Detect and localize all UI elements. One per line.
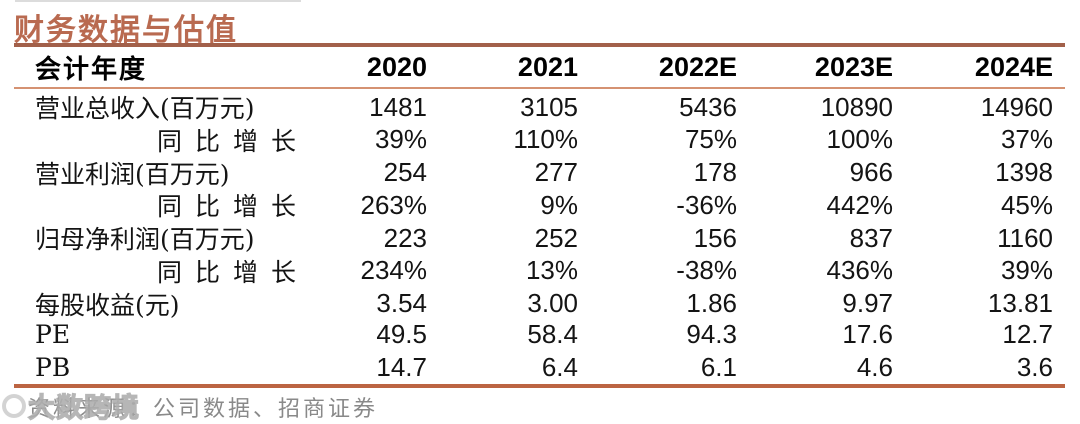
table-row: 同比增长 39% 110% 75% 100% 37% xyxy=(14,122,1065,156)
row-label: PB xyxy=(35,353,71,383)
cropped-edge-line xyxy=(15,0,301,2)
table-row: PB 14.7 6.4 6.1 4.6 3.6 xyxy=(14,351,1065,384)
table-header-row: 会计年度 2020 2021 2022E 2023E 2024E xyxy=(14,47,1065,89)
watermark-text: 大数跨境 xyxy=(27,392,140,424)
cell: 9.97 xyxy=(842,288,893,319)
financial-table: 会计年度 2020 2021 2022E 2023E 2024E 营业总收入(百… xyxy=(14,43,1065,389)
row-label: 每股收益(元) xyxy=(35,290,180,320)
table-row: PE 49.5 58.4 94.3 17.6 12.7 xyxy=(14,319,1065,352)
cell: 9% xyxy=(540,189,578,220)
cell: 110% xyxy=(513,124,578,155)
cell: 39% xyxy=(1000,255,1053,286)
row-label: 营业利润(百万元) xyxy=(35,159,230,189)
cell: 1398 xyxy=(995,157,1053,188)
cell: 12.7 xyxy=(1002,319,1053,350)
row-label: 营业总收入(百万元) xyxy=(35,94,255,123)
cell: 837 xyxy=(849,222,893,253)
cell: 5436 xyxy=(679,91,737,122)
cell: 6.1 xyxy=(700,352,737,383)
cell: -36% xyxy=(676,189,737,220)
cell: 6.4 xyxy=(541,352,578,383)
watermark: 大数跨境 xyxy=(2,386,140,424)
cell: 49.5 xyxy=(376,319,427,350)
cell: 13% xyxy=(525,255,578,286)
cell: 45% xyxy=(1000,189,1053,220)
table-row: 归母净利润(百万元) 223 252 156 837 1160 xyxy=(14,220,1065,255)
row-label: PE xyxy=(35,320,71,350)
cell: 58.4 xyxy=(527,319,578,350)
cell: 223 xyxy=(383,222,427,253)
header-year: 2022E xyxy=(658,51,737,82)
cell: 252 xyxy=(534,222,578,253)
table-row: 营业利润(百万元) 254 277 178 966 1398 xyxy=(14,155,1065,189)
table-row: 营业总收入(百万元) 1481 3105 5436 10890 14960 xyxy=(14,89,1065,124)
cell: 4.6 xyxy=(856,352,893,383)
page-title: 财务数据与估值 xyxy=(14,13,238,48)
table-row: 每股收益(元) 3.54 3.00 1.86 9.97 13.81 xyxy=(14,286,1065,320)
table-row: 同比增长 263% 9% -36% 442% 45% xyxy=(14,187,1065,222)
cell: 1481 xyxy=(369,91,427,122)
header-year: 2023E xyxy=(814,51,893,82)
cell: 100% xyxy=(826,124,894,155)
table-row: 同比增长 234% 13% -38% 436% 39% xyxy=(14,253,1065,287)
watermark-logo-icon xyxy=(2,393,26,418)
row-label: 归母净利润(百万元) xyxy=(35,225,255,255)
cell: 156 xyxy=(693,222,737,253)
cell: 277 xyxy=(534,157,578,188)
cell: 254 xyxy=(383,157,427,188)
cell: 3.6 xyxy=(1016,352,1053,383)
cell: 13.81 xyxy=(987,288,1053,319)
row-label: 同比增长 xyxy=(156,192,309,222)
cell: 1.86 xyxy=(686,288,737,319)
cell: 442% xyxy=(826,189,894,220)
cell: 3.54 xyxy=(376,288,427,319)
cell: 94.3 xyxy=(686,319,737,350)
cell: 39% xyxy=(374,124,427,155)
header-year: 2024E xyxy=(974,51,1053,82)
cell: 966 xyxy=(849,157,893,188)
cell: 263% xyxy=(360,189,428,220)
cell: 17.6 xyxy=(842,319,893,350)
cell: 75% xyxy=(684,124,737,155)
cell: 14.7 xyxy=(376,352,427,383)
cell: 234% xyxy=(360,255,428,286)
cell: 3.00 xyxy=(527,288,578,319)
cell: 3105 xyxy=(520,91,578,122)
cell: -38% xyxy=(676,255,737,286)
cell: 14960 xyxy=(980,91,1053,122)
cell: 37% xyxy=(1000,124,1053,155)
cell: 1160 xyxy=(997,222,1053,253)
source-note: 资料来源：公司数据、招商证券 xyxy=(28,397,379,422)
cell: 178 xyxy=(693,157,737,188)
header-year: 2020 xyxy=(366,51,427,82)
cell: 10890 xyxy=(820,91,893,122)
header-label: 会计年度 xyxy=(35,54,148,85)
header-year: 2021 xyxy=(517,51,578,82)
cell: 436% xyxy=(826,255,894,286)
row-label: 同比增长 xyxy=(156,257,309,287)
row-label: 同比增长 xyxy=(156,126,309,156)
